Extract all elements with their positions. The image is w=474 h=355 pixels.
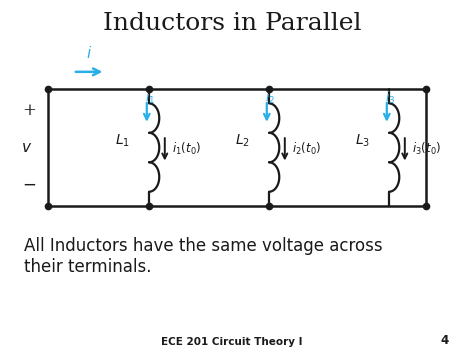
Text: $i_3$: $i_3$ xyxy=(385,90,396,106)
Text: $i_1$: $i_1$ xyxy=(146,90,155,106)
Text: $i_1(t_0)$: $i_1(t_0)$ xyxy=(172,141,201,157)
Text: $i$: $i$ xyxy=(86,45,92,61)
Text: $L_1$: $L_1$ xyxy=(115,132,130,149)
Text: $i_2(t_0)$: $i_2(t_0)$ xyxy=(292,141,321,157)
Text: Inductors in Parallel: Inductors in Parallel xyxy=(103,12,362,35)
Text: $v$: $v$ xyxy=(21,141,32,154)
Text: $L_3$: $L_3$ xyxy=(355,132,370,149)
Text: $-$: $-$ xyxy=(22,176,36,193)
Text: $i_3(t_0)$: $i_3(t_0)$ xyxy=(412,141,441,157)
Text: ECE 201 Circuit Theory I: ECE 201 Circuit Theory I xyxy=(162,337,303,346)
Text: $i_2$: $i_2$ xyxy=(265,90,275,106)
Text: All Inductors have the same voltage across
their terminals.: All Inductors have the same voltage acro… xyxy=(25,237,383,276)
Text: +: + xyxy=(22,102,36,119)
Text: 4: 4 xyxy=(441,334,449,346)
Text: $L_2$: $L_2$ xyxy=(235,132,250,149)
